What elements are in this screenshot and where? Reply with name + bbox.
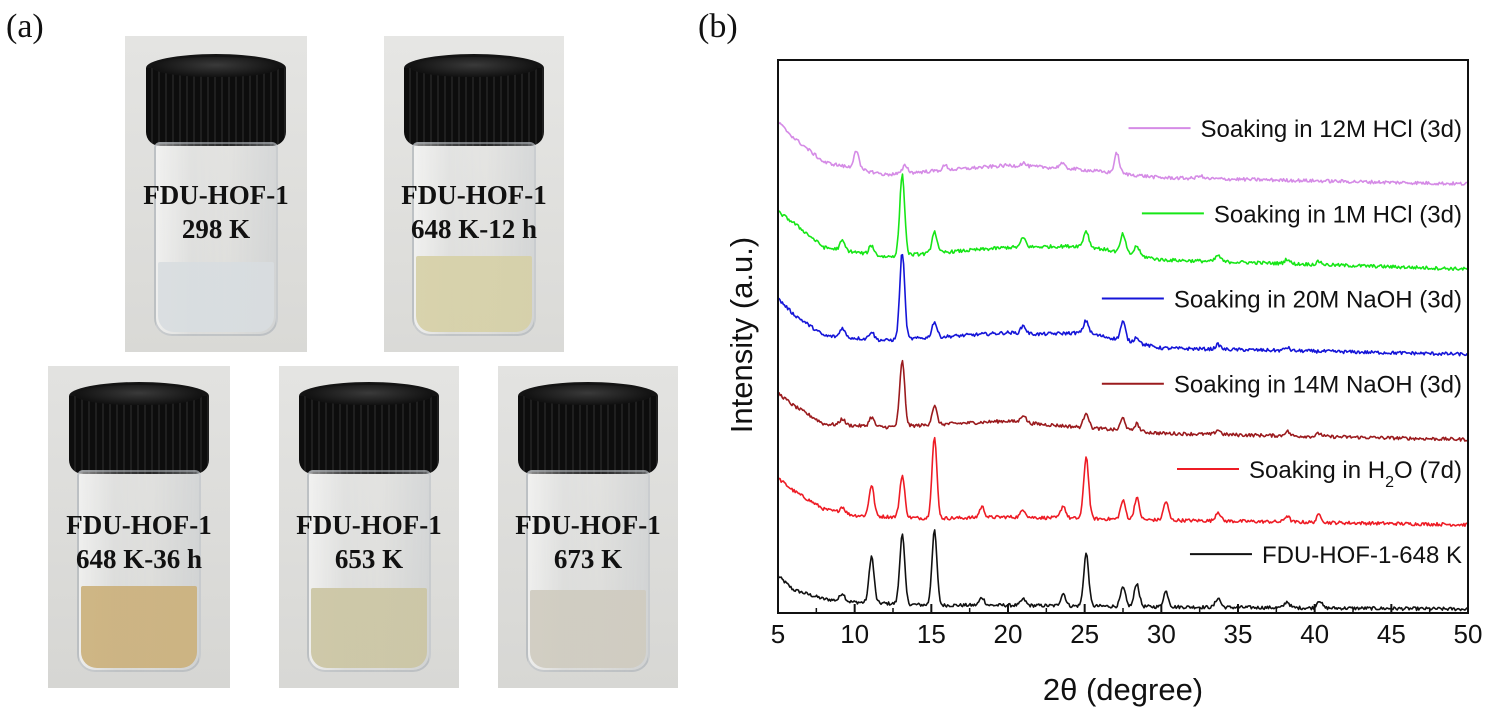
vial-caption-line1: FDU-HOF-1 — [143, 180, 289, 210]
vial-liquid — [158, 262, 274, 332]
vial-photo-673k: FDU-HOF-1 673 K — [498, 366, 678, 688]
vial-photo-653k: FDU-HOF-1 653 K — [279, 366, 459, 688]
series-line — [777, 173, 1468, 271]
x-tick-label: 20 — [994, 619, 1023, 649]
x-tick-label: 35 — [1224, 619, 1253, 649]
series-line — [777, 120, 1468, 186]
panel-b-label: (b) — [698, 8, 738, 45]
vial-caption-line2: 648 K-12 h — [410, 214, 537, 244]
legend-label: Soaking in H2O (7d) — [1249, 457, 1462, 491]
vial-liquid — [81, 586, 197, 668]
vial-caption-line1: FDU-HOF-1 — [515, 510, 661, 540]
vial-liquid — [311, 588, 427, 668]
vial-photo-298k: FDU-HOF-1 298 K — [125, 36, 307, 352]
panel-a-label: (a) — [6, 8, 44, 45]
x-axis: 5 10 15 20 25 30 35 40 45 50 — [771, 604, 1483, 649]
vial-photo-648k-36h: FDU-HOF-1 648 K-36 h — [48, 366, 230, 688]
vial-caption-line2: 673 K — [553, 544, 623, 574]
vial-caption-line1: FDU-HOF-1 — [401, 180, 547, 210]
vial-caption: FDU-HOF-1 648 K-36 h — [48, 508, 230, 576]
x-tick-label: 30 — [1147, 619, 1176, 649]
series-line — [777, 359, 1468, 442]
legend-label: Soaking in 12M HCl (3d) — [1201, 116, 1462, 143]
legend-label: Soaking in 1M HCl (3d) — [1214, 201, 1462, 228]
xrd-traces — [777, 120, 1468, 612]
x-tick-label: 5 — [771, 619, 785, 649]
vial-caption-line2: 648 K-36 h — [75, 544, 202, 574]
series-line — [777, 436, 1468, 527]
x-tick-label: 50 — [1454, 619, 1483, 649]
vial-caption: FDU-HOF-1 648 K-12 h — [384, 178, 564, 246]
legend-label-main: Soaking in 1M HCl (3d) — [1214, 201, 1462, 228]
vial-caption-line2: 653 K — [334, 544, 404, 574]
x-tick-label: 40 — [1300, 619, 1329, 649]
vial-caption-line1: FDU-HOF-1 — [296, 510, 442, 540]
legend-label: Soaking in 20M NaOH (3d) — [1174, 287, 1462, 314]
legend-label-main: Soaking in H — [1249, 457, 1385, 484]
x-tick-label: 25 — [1070, 619, 1099, 649]
legend-label-tail: O (7d) — [1394, 457, 1462, 484]
series-line — [777, 253, 1468, 357]
legend-label-main: FDU-HOF-1-648 K — [1262, 542, 1462, 569]
vial-liquid — [530, 590, 646, 668]
legend-label-main: Soaking in 12M HCl (3d) — [1201, 116, 1462, 143]
legend-label: Soaking in 14M NaOH (3d) — [1174, 372, 1462, 399]
vial-liquid — [416, 256, 532, 332]
x-tick-label: 15 — [917, 619, 946, 649]
legend-label-sub: 2 — [1385, 473, 1394, 490]
vial-caption: FDU-HOF-1 653 K — [279, 508, 459, 576]
legend-label-main: Soaking in 20M NaOH (3d) — [1174, 287, 1462, 314]
x-axis-title: 2θ (degree) — [1043, 672, 1203, 707]
series-line — [777, 529, 1468, 612]
legend-label: FDU-HOF-1-648 K — [1262, 542, 1462, 569]
vial-caption: FDU-HOF-1 298 K — [125, 178, 307, 246]
vial-caption: FDU-HOF-1 673 K — [498, 508, 678, 576]
y-axis-title: Intensity (a.u.) — [724, 237, 759, 433]
vial-photo-648k-12h: FDU-HOF-1 648 K-12 h — [384, 36, 564, 352]
vial-caption-line1: FDU-HOF-1 — [66, 510, 212, 540]
x-tick-label: 10 — [840, 619, 869, 649]
legend-label-main: Soaking in 14M NaOH (3d) — [1174, 372, 1462, 399]
vial-caption-line2: 298 K — [181, 214, 251, 244]
x-tick-label: 45 — [1377, 619, 1406, 649]
